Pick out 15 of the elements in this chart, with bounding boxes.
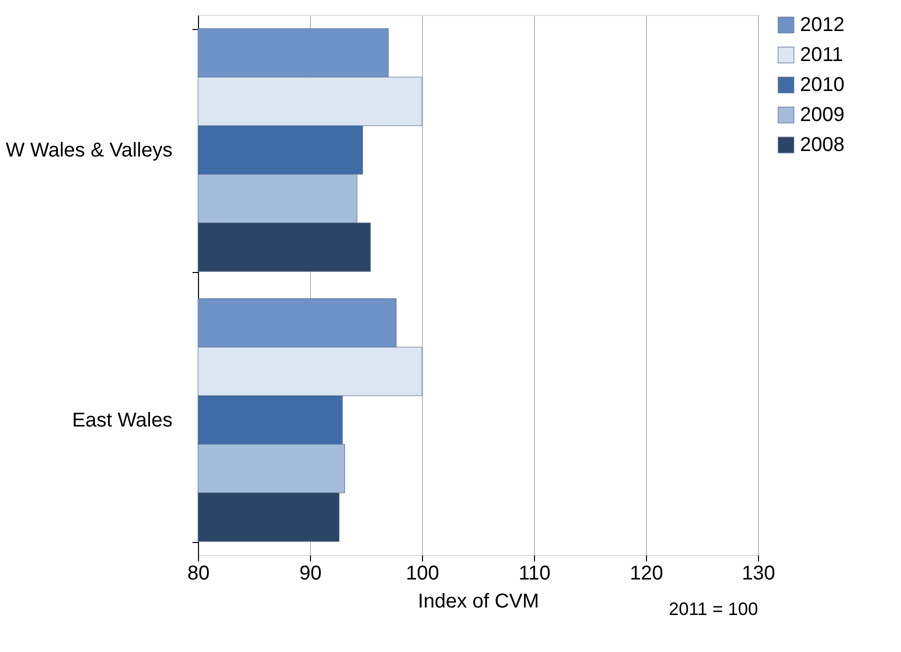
legend-label: 2009: [800, 104, 844, 126]
text: 2011 = 100: [668, 599, 758, 619]
x-tick-label: 100: [406, 562, 440, 584]
legend-label: 2010: [800, 74, 844, 96]
legend-label: 2011: [800, 44, 844, 66]
x-tick-label: 90: [299, 562, 322, 584]
x-tick-label: 120: [630, 562, 664, 584]
x-tick-label: 110: [518, 562, 550, 584]
x-axis-title: Index of CVM: [418, 590, 540, 612]
x-tick-label: 80: [187, 562, 210, 584]
y-tick-label: East Wales: [72, 410, 172, 432]
legend-label: 2012: [800, 14, 844, 36]
y-tick-label: W Wales & Valleys: [6, 140, 172, 162]
x-tick-label: 130: [742, 562, 776, 584]
legend-label: 2008: [800, 134, 844, 156]
